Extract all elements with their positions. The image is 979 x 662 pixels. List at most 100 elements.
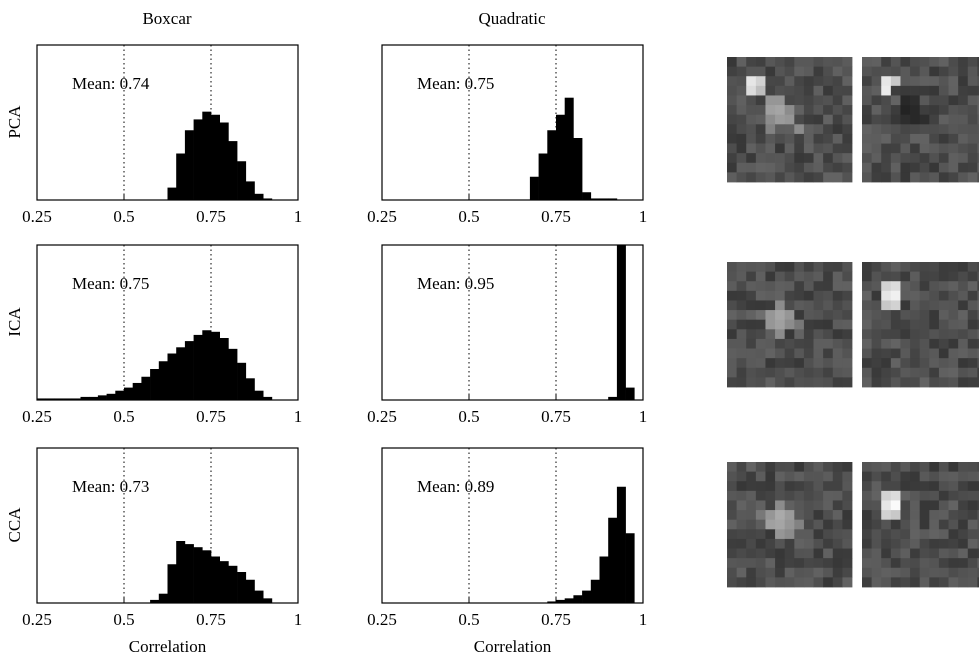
patch-pixel — [920, 481, 930, 491]
patch-pixel — [958, 510, 968, 520]
patch-pixel — [775, 105, 785, 115]
patch-pixel — [958, 491, 968, 501]
patch-pixel — [939, 163, 949, 173]
patch-pixel — [814, 134, 824, 144]
patch-pixel — [900, 105, 910, 115]
patch-pixel — [929, 105, 939, 115]
patch-pixel — [929, 272, 939, 282]
patch-pixel — [794, 144, 804, 154]
patch-pixel — [804, 358, 814, 368]
patch-pixel — [900, 115, 910, 125]
patch-pixel — [756, 115, 766, 125]
patch-pixel — [891, 124, 901, 134]
patch-pixel — [862, 368, 872, 378]
patch-pixel — [737, 472, 747, 482]
patch-pixel — [949, 529, 959, 539]
x-tick-label: 0.5 — [458, 407, 479, 426]
patch-pixel — [775, 500, 785, 510]
patch-pixel — [765, 163, 775, 173]
patch-pixel — [737, 153, 747, 163]
patch-pixel — [842, 310, 852, 320]
patch-pixel — [765, 115, 775, 125]
patch-pixel — [872, 481, 882, 491]
patch-pixel — [891, 491, 901, 501]
patch-pixel — [804, 105, 814, 115]
patch-pixel — [872, 358, 882, 368]
patch-pixel — [968, 549, 978, 559]
patch-pixel — [958, 105, 968, 115]
patch-pixel — [775, 124, 785, 134]
patch-pixel — [814, 172, 824, 182]
patch-pixel — [939, 105, 949, 115]
patch-pixel — [737, 115, 747, 125]
patch-pixel — [756, 349, 766, 359]
patch-pixel — [765, 310, 775, 320]
patch-pixel — [775, 144, 785, 154]
patch-pixel — [910, 568, 920, 578]
patch-pixel — [756, 310, 766, 320]
patch-pixel — [737, 500, 747, 510]
patch-pixel — [910, 491, 920, 501]
patch-pixel — [958, 472, 968, 482]
patch-pixel — [939, 115, 949, 125]
patch-pixel — [910, 163, 920, 173]
patch-pixel — [929, 349, 939, 359]
patch-pixel — [891, 329, 901, 339]
patch-pixel — [833, 57, 843, 67]
patch-pixel — [872, 558, 882, 568]
patch-pixel — [804, 462, 814, 472]
patch-pixel — [929, 262, 939, 272]
patch-pixel — [804, 67, 814, 77]
patch-pixel — [833, 358, 843, 368]
patch-pixel — [765, 86, 775, 96]
patch-pixel — [862, 153, 872, 163]
patch-pixel — [727, 500, 737, 510]
patch-pixel — [862, 95, 872, 105]
patch-pixel — [900, 134, 910, 144]
patch-pixel — [968, 291, 978, 301]
histogram-bar — [98, 395, 107, 400]
patch-pixel — [833, 320, 843, 330]
patch-pixel — [756, 134, 766, 144]
patch-pixel — [958, 95, 968, 105]
patch-pixel — [794, 310, 804, 320]
patch-pixel — [804, 115, 814, 125]
patch-pixel — [872, 549, 882, 559]
patch-pixel — [775, 472, 785, 482]
patch-pixel — [785, 86, 795, 96]
patch-pixel — [746, 86, 756, 96]
histogram-bar — [141, 377, 150, 400]
patch-pixel — [900, 462, 910, 472]
patch-pixel — [785, 153, 795, 163]
patch-pixel — [862, 358, 872, 368]
patch-pixel — [756, 358, 766, 368]
patch-pixel — [823, 310, 833, 320]
patch-pixel — [737, 320, 747, 330]
patch-pixel — [823, 67, 833, 77]
patch-pixel — [737, 349, 747, 359]
patch-pixel — [765, 339, 775, 349]
patch-pixel — [891, 134, 901, 144]
patch-pixel — [794, 577, 804, 587]
patch-pixel — [814, 481, 824, 491]
patch-pixel — [881, 144, 891, 154]
patch-pixel — [881, 529, 891, 539]
patch-pixel — [833, 500, 843, 510]
patch-pixel — [842, 57, 852, 67]
x-tick-label: 0.25 — [367, 610, 397, 629]
patch-pixel — [949, 134, 959, 144]
patch-pixel — [968, 358, 978, 368]
patch-pixel — [891, 529, 901, 539]
patch-pixel — [968, 558, 978, 568]
patch-pixel — [727, 172, 737, 182]
patch-pixel — [842, 172, 852, 182]
patch-pixel — [746, 491, 756, 501]
patch-pixel — [910, 510, 920, 520]
patch-pixel — [814, 339, 824, 349]
patch-pixel — [756, 577, 766, 587]
patch-pixel — [939, 510, 949, 520]
patch-pixel — [958, 358, 968, 368]
histogram-bar — [237, 572, 246, 603]
patch-pixel — [920, 163, 930, 173]
annotation: Mean: 0.75 — [417, 74, 494, 93]
